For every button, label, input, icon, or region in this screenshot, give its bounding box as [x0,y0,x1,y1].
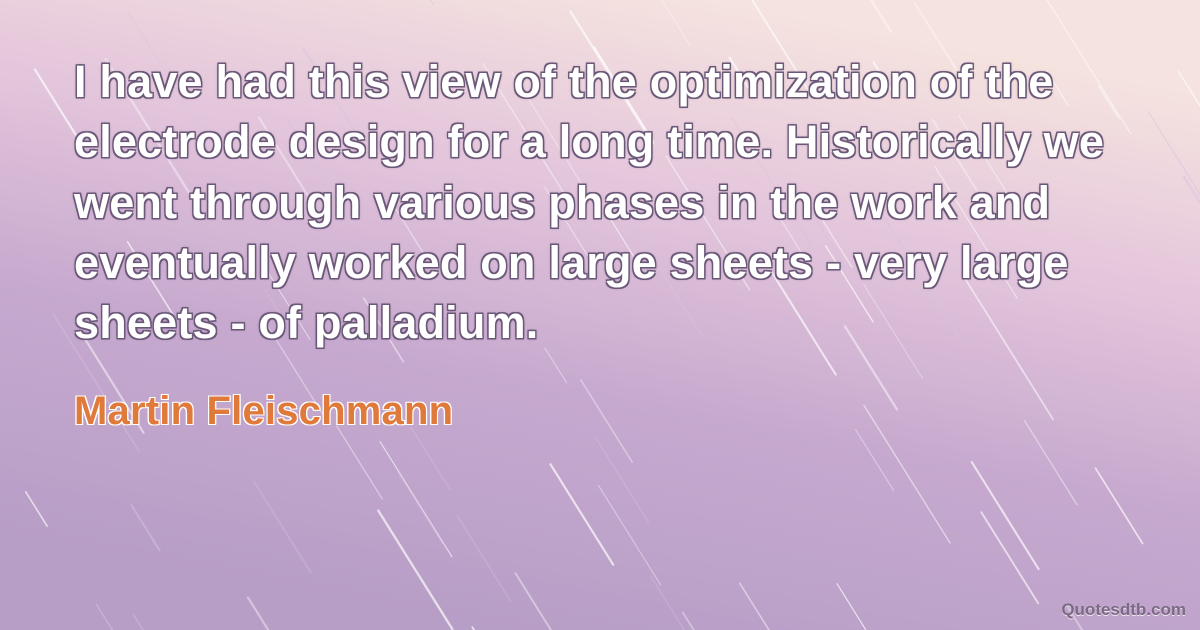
quote-card: I have had this view of the optimization… [0,0,1200,630]
quote-author: Martin Fleischmann [74,389,1126,434]
site-watermark: Quotesdtb.com [1061,600,1186,620]
content-area: I have had this view of the optimization… [0,0,1200,630]
quote-text: I have had this view of the optimization… [74,52,1126,353]
